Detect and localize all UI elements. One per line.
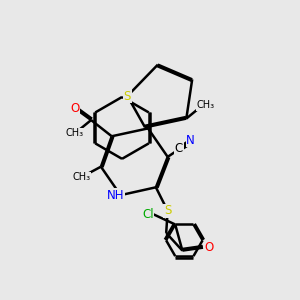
Text: O: O <box>70 102 80 115</box>
Text: S: S <box>124 89 131 103</box>
Text: C: C <box>175 142 183 155</box>
Text: O: O <box>204 241 214 254</box>
Text: CH₃: CH₃ <box>66 128 84 138</box>
Text: NH: NH <box>106 189 124 202</box>
Text: S: S <box>164 204 171 218</box>
Text: CH₃: CH₃ <box>73 172 91 182</box>
Text: CH₃: CH₃ <box>197 100 215 110</box>
Text: Cl: Cl <box>142 208 154 221</box>
Text: N: N <box>186 134 195 147</box>
